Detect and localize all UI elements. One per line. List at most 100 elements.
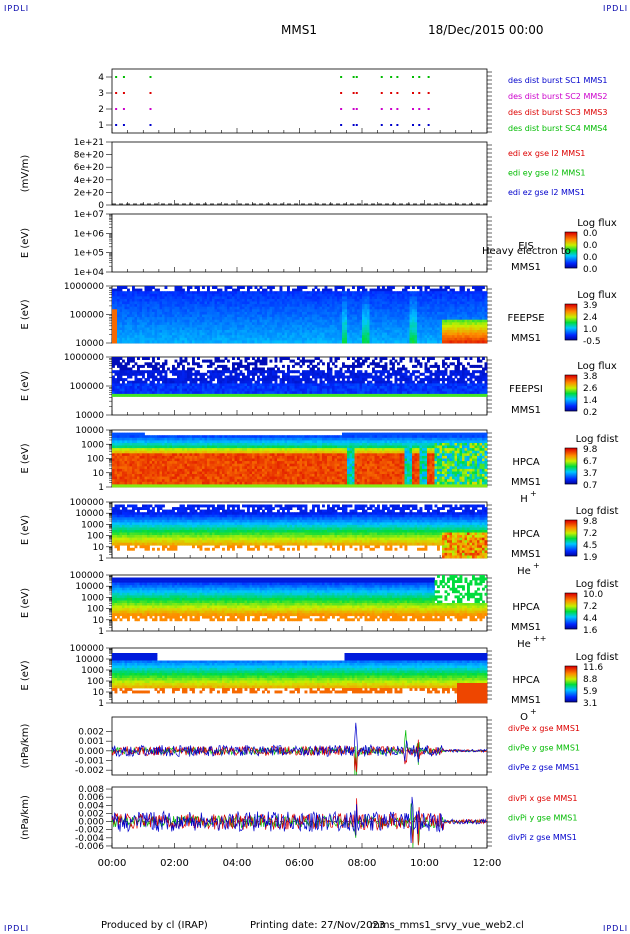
colorbar-tick-hpca_he: 7.2 — [583, 529, 597, 539]
spectrogram-feepsi — [112, 357, 488, 397]
burst-marker — [390, 76, 393, 78]
burst-marker — [122, 76, 125, 78]
y-tick-label-hpca_he2: 100000 — [70, 571, 105, 581]
spectrogram-hpca_he — [112, 504, 488, 559]
y-axis-label-edi: (mV/m) — [20, 155, 31, 193]
y-tick-label-divpe: -0.002 — [75, 766, 104, 776]
panel-frame-divpe — [111, 716, 488, 776]
y-tick-label-hpca_he: 10 — [93, 543, 105, 553]
y-tick-label-hpca_h: 1000 — [81, 440, 104, 450]
colorbar-hpca_he2 — [564, 592, 578, 630]
series-line-divpi-0 — [111, 803, 488, 849]
y-tick-label-eis: 1e+04 — [74, 268, 105, 278]
y-tick-label-hpca_he: 1 — [98, 554, 104, 564]
colorbar-tick-hpca_o: 5.9 — [583, 687, 598, 697]
y-tick-label-hpca_he2: 100 — [87, 605, 104, 615]
y-tick-label-divpi: 0.008 — [78, 785, 104, 795]
y-tick-label-divpi: 0.002 — [78, 809, 104, 819]
legend-entry-divpi: divPi z gse MMS1 — [508, 833, 577, 842]
colorbar-tick-hpca_h: 9.8 — [583, 445, 598, 455]
burst-marker — [355, 108, 358, 110]
spectrogram-hpca_he2 — [112, 575, 488, 622]
instrument-mission-hpca_he: MMS1 — [511, 549, 541, 560]
burst-marker — [122, 124, 125, 126]
colorbar-tick-feepsi: 0.2 — [583, 408, 597, 418]
species-label-hpca_o: O — [520, 712, 528, 723]
burst-marker — [412, 76, 414, 78]
y-tick-label-hpca_he2: 1000 — [81, 593, 104, 603]
x-tick-label: 12:00 — [473, 858, 502, 869]
burst-marker — [340, 124, 343, 126]
y-tick-label-edi: 0 — [98, 201, 104, 211]
y-axis-label-divpi: (nPa/km) — [20, 795, 31, 840]
burst-marker — [149, 76, 152, 78]
burst-marker — [380, 76, 383, 78]
burst-marker — [427, 124, 430, 126]
burst-marker — [355, 92, 358, 94]
burst-marker — [396, 92, 399, 94]
y-axis-label-hpca_he2: E (eV) — [20, 588, 31, 618]
legend-entry-burst: des dist burst SC3 MMS3 — [508, 108, 607, 117]
x-tick-label: 04:00 — [223, 858, 252, 869]
colorbar-tick-eis: 0.0 — [583, 253, 598, 263]
legend-entry-edi: edi ey gse l2 MMS1 — [508, 169, 586, 178]
burst-marker — [418, 92, 421, 94]
species-label-hpca_he2: He — [517, 639, 531, 650]
instrument-mission-hpca_he2: MMS1 — [511, 622, 541, 633]
species-sup-hpca_he: + — [533, 561, 540, 570]
y-tick-label-divpi: 0.004 — [78, 801, 104, 811]
y-tick-label-divpi: 0.006 — [78, 793, 104, 803]
colorbar-hpca_h — [564, 447, 578, 485]
instrument-label-hpca_h: HPCA — [512, 457, 540, 468]
x-tick-label: 02:00 — [160, 858, 189, 869]
y-tick-label-divpe: 0.001 — [78, 737, 104, 747]
burst-marker — [115, 92, 118, 94]
y-tick-label-divpi: -0.004 — [75, 834, 104, 844]
colorbar-title-feepsi: Log flux — [577, 361, 617, 372]
y-tick-label-divpi: -0.002 — [75, 826, 104, 836]
y-tick-label-feepsi: 100000 — [70, 382, 105, 392]
colorbar-eis — [564, 231, 578, 269]
y-tick-label-eis: 1e+06 — [74, 229, 105, 239]
colorbar-tick-feepse: 1.0 — [583, 325, 598, 335]
burst-marker — [340, 108, 343, 110]
burst-marker — [418, 124, 421, 126]
panel-frame-eis — [111, 213, 488, 273]
burst-marker — [380, 92, 383, 94]
colorbar-title-hpca_h: Log fdist — [576, 434, 619, 445]
legend-entry-burst: des dist burst SC2 MMS2 — [508, 92, 607, 101]
spectrogram-feepse — [112, 286, 488, 344]
burst-marker — [122, 92, 125, 94]
spectrogram-hpca_o — [112, 653, 488, 704]
burst-marker — [390, 108, 393, 110]
burst-marker — [352, 92, 355, 94]
y-axis-label-hpca_he: E (eV) — [20, 515, 31, 545]
y-tick-label-hpca_he: 100000 — [70, 498, 105, 508]
legend-entry-divpi: divPi y gse MMS1 — [508, 814, 577, 823]
y-tick-label-eis: 1e+05 — [74, 249, 104, 259]
y-axis-label-divpe: (nPa/km) — [20, 724, 31, 769]
instrument-mission-feepse: MMS1 — [511, 333, 541, 344]
burst-marker — [396, 124, 399, 126]
y-tick-label-hpca_o: 10 — [93, 688, 105, 698]
burst-marker — [340, 92, 343, 94]
panel-frame-burst — [111, 68, 488, 134]
corner-mark-bottom-left: IPDLI — [4, 924, 30, 933]
burst-marker — [427, 76, 430, 78]
colorbar-tick-feepse: 3.9 — [583, 301, 598, 311]
y-tick-label-divpe: -0.001 — [75, 757, 104, 767]
colorbar-tick-hpca_h: 3.7 — [583, 469, 597, 479]
y-tick-label-edi: 1e+21 — [74, 138, 104, 148]
y-tick-label-feepse: 10000 — [75, 339, 104, 349]
y-tick-label-feepse: 1000000 — [64, 282, 104, 292]
corner-mark-top-right: IPDLI — [603, 4, 629, 13]
series-line-divpe-2 — [111, 722, 488, 763]
instrument-label-hpca_he: HPCA — [512, 529, 540, 540]
colorbar-tick-hpca_he2: 7.2 — [583, 602, 597, 612]
burst-marker — [352, 108, 355, 110]
burst-marker — [115, 76, 118, 78]
colorbar-tick-hpca_he2: 1.6 — [583, 626, 598, 636]
colorbar-tick-feepsi: 1.4 — [583, 396, 598, 406]
species-sup-hpca_he2: ++ — [533, 634, 546, 643]
colorbar-tick-hpca_o: 8.8 — [583, 675, 598, 685]
